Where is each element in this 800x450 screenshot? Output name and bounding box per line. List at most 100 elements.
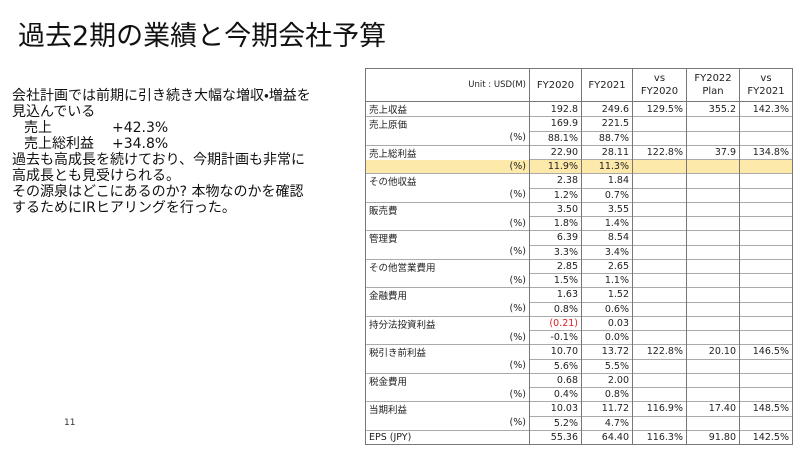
value-cell (686, 244, 740, 259)
value-cell: 5.5% (581, 358, 633, 373)
value-cell (739, 159, 793, 174)
row-label: 販売費 (365, 201, 530, 217)
value-cell: 8.54 (581, 230, 633, 245)
value-cell (739, 372, 793, 388)
value-cell: 11.72 (581, 401, 633, 416)
table-row: (%) 88.1% 88.7% (365, 130, 793, 145)
value-cell (686, 287, 740, 302)
column-header: vs FY2020 (632, 68, 687, 102)
financial-table: Unit : USD(M) FY2020 FY2021 vs FY2020 FY2022 P… (365, 68, 793, 445)
value-cell (739, 387, 793, 402)
row-label: (%) (365, 416, 530, 430)
value-cell (632, 315, 687, 331)
bullet-item: 売上 +42.3% (12, 120, 362, 136)
table-row: EPS (JPY) 55.36 64.40 116.3% 91.80 142.5% (365, 429, 793, 445)
table-row: 売上原価 169.9 221.5 (365, 116, 793, 131)
value-cell (632, 372, 687, 388)
value-cell: 146.5% (739, 344, 793, 359)
value-cell: 0.03 (581, 315, 633, 331)
header-line: Plan (702, 86, 724, 97)
value-cell: 192.8 (529, 101, 582, 117)
value-cell: 28.11 (581, 144, 633, 160)
value-cell: 142.3% (739, 101, 793, 117)
value-cell: 116.9% (632, 401, 687, 416)
header-line: FY2020 (640, 86, 679, 97)
value-cell (632, 173, 687, 188)
table-row: (%) 3.3% 3.4% (365, 244, 793, 259)
value-cell: 10.03 (529, 401, 582, 416)
value-cell: 5.2% (529, 415, 582, 430)
value-cell: (0.21) (529, 315, 582, 331)
value-cell: -0.1% (529, 330, 582, 345)
row-label: 売上総利益 (365, 144, 530, 160)
value-cell (632, 244, 687, 259)
table-row: (%) 1.5% 1.1% (365, 273, 793, 288)
table-row: 売上総利益 22.90 28.11 122.8% 37.9 134.8% (365, 144, 793, 160)
row-label: (%) (365, 387, 530, 402)
column-header: FY2020 (529, 68, 582, 102)
table-row: 販売費 3.50 3.55 (365, 201, 793, 217)
row-label: (%) (365, 245, 530, 259)
row-label: (%) (365, 273, 530, 288)
bullet: 会社計画では前期に引き続き大幅な増収・増益を 見込んでいる 売上 +42.3% 売上総利… (12, 88, 362, 152)
value-cell: 221.5 (581, 116, 633, 131)
value-cell (739, 230, 793, 245)
value-cell: 17.40 (686, 401, 740, 416)
value-cell: 2.38 (529, 173, 582, 188)
value-cell (632, 230, 687, 245)
value-cell: 0.4% (529, 387, 582, 402)
value-cell (632, 301, 687, 316)
value-cell: 13.72 (581, 344, 633, 359)
row-label: (%) (365, 302, 530, 316)
value-cell (632, 187, 687, 202)
value-cell (686, 187, 740, 202)
row-label: 当期利益 (365, 401, 530, 416)
row-label: 金融費用 (365, 287, 530, 302)
header-line: vs (760, 73, 772, 84)
value-cell: 1.8% (529, 216, 582, 231)
value-cell (686, 201, 740, 217)
column-header: vs FY2021 (739, 68, 793, 102)
header-line: FY2020 (536, 79, 575, 91)
header-line: FY2022 (694, 73, 732, 84)
value-cell: 2.65 (581, 258, 633, 274)
table-row: (%) 5.2% 4.7% (365, 415, 793, 430)
value-cell: 1.4% (581, 216, 633, 231)
item-value: +34.8% (112, 136, 169, 152)
value-cell (686, 173, 740, 188)
value-cell: 3.50 (529, 201, 582, 217)
row-label: EPS (JPY) (365, 429, 530, 445)
table-row: (%) -0.1% 0.0% (365, 330, 793, 345)
value-cell (686, 216, 740, 231)
value-cell (739, 301, 793, 316)
item-label: 売上 (24, 120, 52, 136)
table-row: 金融費用 1.63 1.52 (365, 287, 793, 302)
value-cell (632, 330, 687, 345)
bullet: 過去も高成長を続けており、今期計画も非常に 高成長とも見受けられる。 その源泉はどこ… (12, 152, 362, 216)
value-cell: 64.40 (581, 429, 633, 445)
value-cell: 0.6% (581, 301, 633, 316)
row-label: (%) (365, 188, 530, 202)
value-cell: 3.4% (581, 244, 633, 259)
value-cell (739, 130, 793, 145)
bullet-line: するためにIRヒアリングを行った。 (12, 200, 236, 216)
table-row: (%) 0.8% 0.6% (365, 301, 793, 316)
value-cell (739, 201, 793, 217)
value-cell: 55.36 (529, 429, 582, 445)
table-row: 税引き前利益 10.70 13.72 122.8% 20.10 146.5% (365, 344, 793, 359)
value-cell: 11.3% (581, 159, 633, 174)
column-header: FY2021 (581, 68, 633, 102)
table-row: 管理費 6.39 8.54 (365, 230, 793, 245)
value-cell: 1.63 (529, 287, 582, 302)
bullet-line: その源泉はどこにあるのか? 本物なのかを確認 (12, 184, 304, 200)
row-label: 税引き前利益 (365, 344, 530, 359)
value-cell: 5.6% (529, 358, 582, 373)
value-cell (686, 273, 740, 288)
value-cell (739, 244, 793, 259)
value-cell (739, 258, 793, 274)
value-cell (686, 258, 740, 274)
value-cell: 0.0% (581, 330, 633, 345)
value-cell: 2.85 (529, 258, 582, 274)
table-row: (%) 11.9% 11.3% (365, 159, 793, 174)
